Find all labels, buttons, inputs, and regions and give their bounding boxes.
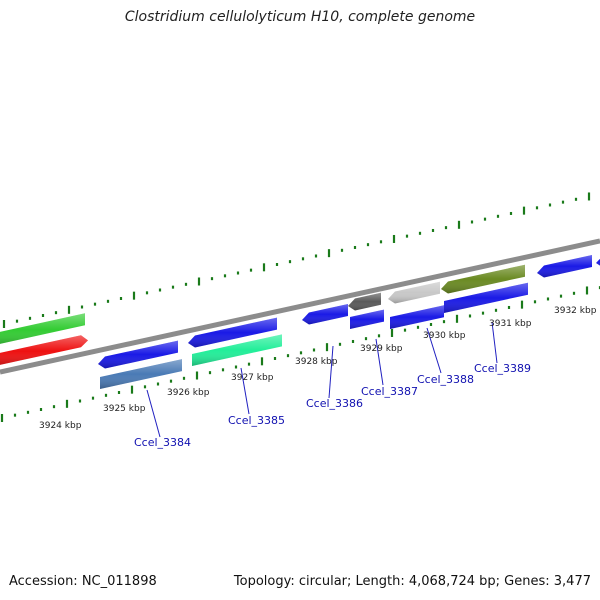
scale-label: 3930 kbp — [423, 331, 466, 341]
genome-summary-text: Topology: circular; Length: 4,068,724 bp… — [233, 574, 591, 589]
scale-label: 3931 kbp — [489, 319, 532, 329]
feature-blue-7-shading — [537, 255, 592, 278]
feature-blue-5-shading — [390, 305, 444, 329]
scale-label: 3929 kbp — [360, 344, 403, 354]
gene-labels: Ccel_3384Ccel_3385Ccel_3386Ccel_3387Ccel… — [134, 362, 531, 449]
feature-lightgray-1-shading — [388, 281, 440, 304]
genome-backbone — [0, 238, 600, 375]
feature-blue-4-shading — [350, 309, 384, 329]
gene-label-line — [426, 327, 442, 374]
gene-label: Ccel_3387 — [361, 385, 418, 398]
gene-label: Ccel_3385 — [228, 414, 285, 427]
scale-labels: 3924 kbp 3925 kbp 3926 kbp 3927 kbp 3928 kbp… — [39, 306, 597, 431]
scale-label: 3932 kbp — [554, 306, 597, 316]
feature-blue-6-shading — [444, 282, 528, 313]
scale-label: 3927 kbp — [231, 373, 274, 383]
gene-label: Ccel_3388 — [417, 373, 474, 386]
tick-marks-upper — [2, 192, 591, 328]
feature-blue-2-shading — [188, 317, 277, 348]
gene-label-line — [491, 321, 498, 364]
gene-features — [0, 255, 600, 389]
scale-label: 3925 kbp — [103, 404, 146, 414]
feature-steelblue-1-shading — [100, 359, 182, 389]
feature-blue-3-shading — [302, 304, 348, 325]
feature-mint-1-shading — [192, 334, 282, 366]
scale-label: 3928 kbp — [295, 357, 338, 367]
gene-label-lines — [146, 321, 498, 438]
accession-text: Accession: NC_011898 — [9, 574, 157, 589]
gene-label: Ccel_3384 — [134, 436, 191, 449]
feature-olive-1-shading — [441, 264, 525, 294]
gene-label: Ccel_3386 — [306, 397, 363, 410]
gene-label: Ccel_3389 — [474, 362, 531, 375]
gene-label-line — [240, 367, 250, 415]
feature-gray-1-shading — [348, 292, 381, 311]
scale-label: 3926 kbp — [167, 388, 210, 398]
gene-label-line — [146, 389, 161, 438]
tick-marks-lower — [0, 286, 600, 422]
gene-label-line — [375, 338, 384, 386]
scale-label: 3924 kbp — [39, 421, 82, 431]
feature-blue-8-shading — [596, 258, 600, 266]
feature-green-left-shading — [0, 313, 85, 344]
map-title: Clostridium cellulolyticum H10, complete… — [124, 9, 476, 25]
gene-label-line — [328, 345, 334, 399]
feature-red-left-shading — [0, 335, 88, 365]
feature-blue-1-shading — [98, 340, 178, 369]
